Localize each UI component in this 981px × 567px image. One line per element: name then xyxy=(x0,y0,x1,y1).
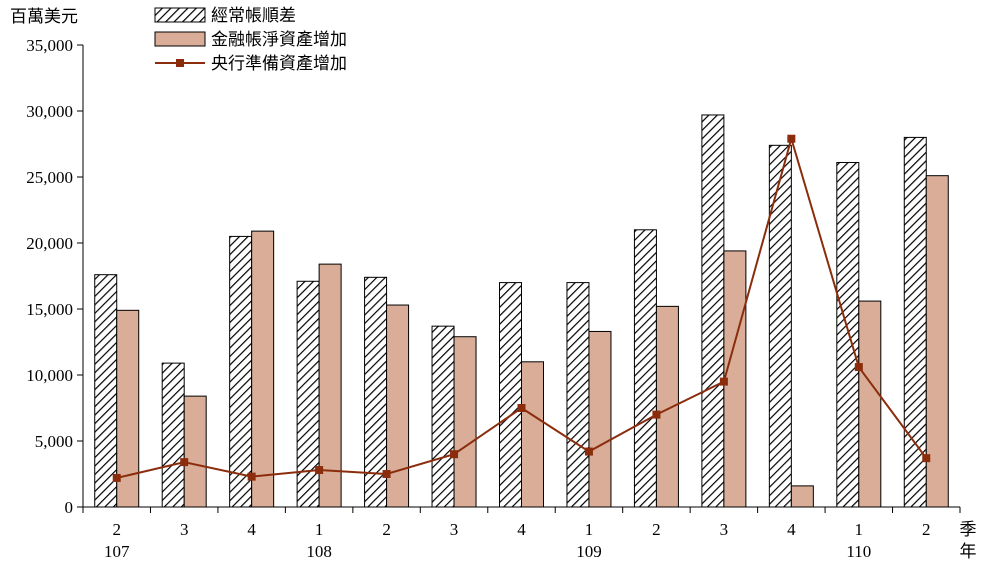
x-tick-label: 1 xyxy=(585,520,594,539)
bar-financial-account xyxy=(116,309,140,508)
line-point xyxy=(382,470,391,478)
bar-financial-account xyxy=(251,230,275,508)
bar-current-account xyxy=(229,235,253,508)
bar-financial-account xyxy=(790,485,814,508)
y-tick-label: 30,000 xyxy=(26,102,73,121)
line-point xyxy=(584,447,593,456)
line-point xyxy=(112,473,121,482)
x-tick-label: 3 xyxy=(720,520,729,539)
bar-financial-account xyxy=(521,361,544,508)
year-label: 108 xyxy=(306,542,332,561)
x-axis-quarter-label: 季 xyxy=(960,520,977,539)
bar-financial-account xyxy=(925,175,949,508)
x-tick-label: 4 xyxy=(517,520,526,539)
legend-label-financial-account: 金融帳淨資產增加 xyxy=(211,30,347,49)
bar-financial-account xyxy=(453,336,477,508)
x-tick-label: 2 xyxy=(112,520,121,539)
y-tick-label: 15,000 xyxy=(26,300,73,319)
bar-current-account xyxy=(499,282,522,508)
bar-current-account xyxy=(768,144,792,508)
line-point xyxy=(517,404,526,412)
y-tick-label: 20,000 xyxy=(26,234,73,253)
line-layer xyxy=(112,134,931,482)
legend-swatch-financial-account xyxy=(154,31,206,47)
line-point xyxy=(180,458,189,467)
x-tick-label: 4 xyxy=(787,520,796,539)
bar-current-account xyxy=(94,274,118,508)
x-tick-label: 3 xyxy=(450,520,459,539)
bar-current-account xyxy=(431,325,455,508)
bar-layer xyxy=(94,114,949,508)
y-axis-label: 百萬美元 xyxy=(10,7,78,26)
year-label: 107 xyxy=(104,542,130,561)
x-tick-label: 3 xyxy=(180,520,189,539)
bar-current-account xyxy=(836,161,860,508)
legend-label-reserve-assets: 央行準備資產增加 xyxy=(211,54,347,73)
bar-financial-account xyxy=(183,395,207,508)
y-tick-label: 0 xyxy=(65,498,74,517)
bar-current-account xyxy=(633,229,657,508)
x-tick-label: 1 xyxy=(315,520,324,539)
y-tick-label: 35,000 xyxy=(26,36,73,55)
bar-current-account xyxy=(903,136,927,508)
legend-label-current-account: 經常帳順差 xyxy=(211,6,296,25)
bar-financial-account xyxy=(318,263,342,508)
bar-financial-account xyxy=(588,330,612,508)
line-point xyxy=(854,363,863,372)
bar-financial-account xyxy=(858,300,882,508)
line-point xyxy=(922,454,931,463)
bar-current-account xyxy=(566,282,590,508)
legend-swatch-marker xyxy=(176,59,184,67)
x-tick-label: 4 xyxy=(247,520,256,539)
bar-financial-account xyxy=(386,304,410,508)
label-layer: 0 5,000 10,000 15,000 20,000 25,000 30,000 35,0… xyxy=(10,7,977,561)
x-tick-label: 2 xyxy=(922,520,931,539)
bar-financial-account xyxy=(655,305,679,508)
y-tick-label: 10,000 xyxy=(26,366,73,385)
y-tick-label: 5,000 xyxy=(35,432,73,451)
bar-current-account xyxy=(701,114,725,508)
x-tick-label: 2 xyxy=(652,520,661,539)
y-tick-label: 25,000 xyxy=(26,168,73,187)
x-axis-year-label: 年 xyxy=(960,542,977,561)
line-point xyxy=(652,410,661,419)
legend-swatch-current-account xyxy=(154,7,206,23)
line-point xyxy=(450,450,459,459)
x-tick-label: 2 xyxy=(382,520,391,539)
line-point xyxy=(247,472,256,481)
line-point xyxy=(719,377,728,386)
x-tick-label: 1 xyxy=(855,520,864,539)
line-point xyxy=(315,466,324,475)
bar-current-account xyxy=(161,362,185,508)
line-point xyxy=(787,134,796,143)
year-label: 109 xyxy=(576,542,602,561)
year-label: 110 xyxy=(846,542,871,561)
